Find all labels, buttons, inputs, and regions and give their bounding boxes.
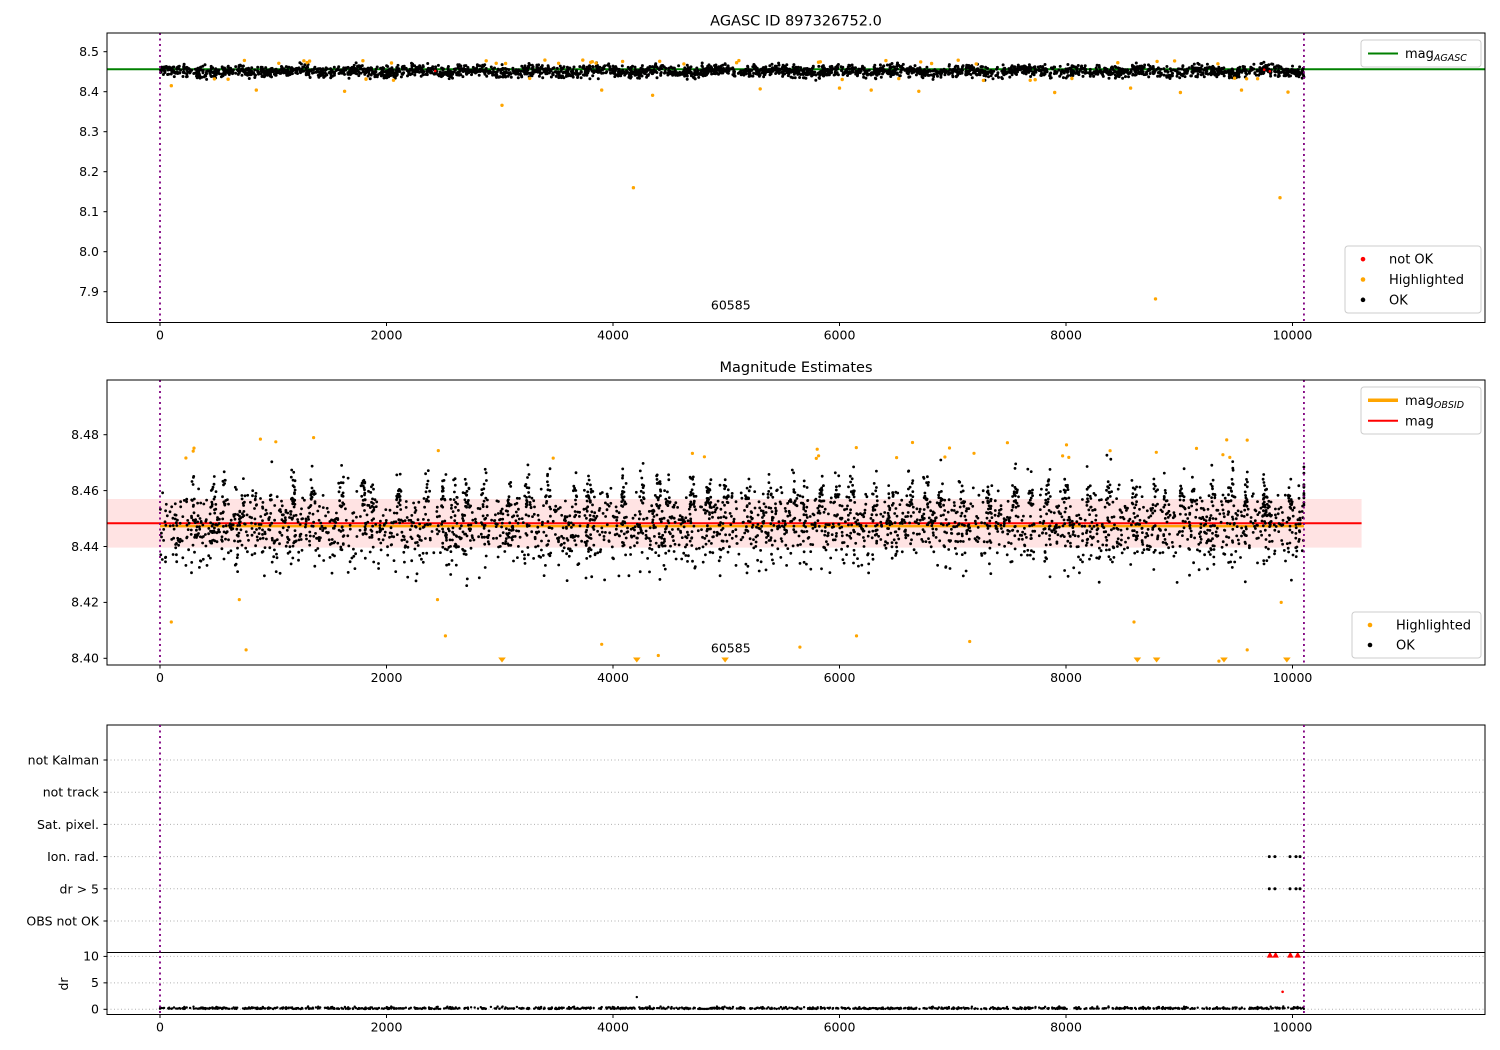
legend-dot-sample (1360, 277, 1366, 282)
legend-box: magAGASC (1360, 39, 1482, 68)
y-tick-label: 8.44 (71, 539, 99, 554)
plot-title: AGASC ID 897326752.0 (710, 14, 882, 30)
y-tick-label: 8.40 (71, 651, 99, 666)
legend-frame (1360, 39, 1482, 68)
legend-item-label: OK (1396, 639, 1415, 654)
x-tick-label: 8000 (1050, 328, 1082, 343)
y-tick-label: 8.2 (79, 164, 99, 179)
x-tick-label: 6000 (824, 670, 856, 685)
highlighted-clipped-marker (1133, 657, 1142, 663)
dr-tick-label: 10 (83, 949, 99, 964)
y-tick-label: 8.48 (71, 427, 99, 442)
x-tick-label: 2000 (371, 1020, 403, 1035)
category-label: OBS not OK (26, 914, 99, 929)
dr-clipped-high-marker (1294, 951, 1301, 958)
y-tick-label: 8.46 (71, 483, 99, 498)
x-tick-label: 6000 (824, 1020, 856, 1035)
dr-clipped-high-marker (1266, 951, 1274, 958)
category-label: not Kalman (28, 753, 99, 768)
x-tick-label: 8000 (1050, 670, 1082, 685)
x-tick-label: 0 (156, 328, 164, 343)
legend-item-label: OK (1389, 293, 1408, 308)
x-tick-label: 0 (156, 670, 164, 685)
x-tick-label: 10000 (1273, 328, 1313, 343)
legend-item-label: magOBSID (1405, 394, 1464, 411)
y-tick-label: 8.4 (79, 84, 99, 99)
y-tick-label: 7.9 (79, 284, 99, 299)
x-tick-label: 8000 (1050, 1020, 1082, 1035)
legend-item-label: not OK (1389, 253, 1434, 268)
legend-box: not OK Highlighted OK (1344, 245, 1482, 314)
legend-dot-sample (1367, 622, 1373, 628)
dr-clipped-high-marker (1287, 951, 1294, 958)
highlighted-scatter (169, 436, 1283, 663)
legend-item-label: mag (1405, 414, 1434, 429)
legend-frame (1344, 245, 1482, 314)
plot-spines (106, 952, 1486, 1015)
category-label: Sat. pixel. (37, 817, 99, 832)
category-label: Ion. rad. (47, 849, 99, 864)
x-tick-label: 0 (156, 1020, 164, 1035)
plot-spines (106, 379, 1486, 666)
x-tick-label: 2000 (371, 670, 403, 685)
legend-frame (1351, 611, 1482, 659)
dr-axis-label: dr (56, 977, 71, 991)
not-ok-scatter (433, 68, 1272, 73)
highlighted-clipped-marker (1152, 657, 1161, 663)
category-label: not track (43, 785, 100, 800)
x-tick-label: 4000 (597, 670, 629, 685)
plot-spines (106, 32, 1486, 323)
x-tick-label: 6000 (824, 328, 856, 343)
dr-tick-label: 0 (91, 1002, 99, 1017)
legend-dot-sample (1367, 642, 1373, 648)
flags-plot: not Kalman not track Sat. pixel. Ion. rad. d… (26, 724, 1486, 953)
agasc-magnitude-plot: 60585 0 2000 4000 6000 8000 10000 7.9 8.0 8.1 8.2 8… (79, 14, 1486, 343)
x-tick-label: 10000 (1273, 670, 1313, 685)
dr-plot: 0 5 10 0 2000 4000 6000 8000 10000 dr (56, 725, 1486, 1035)
obsid-annotation: 60585 (711, 298, 751, 313)
legend-dot-sample (1360, 297, 1366, 303)
highlighted-clipped-marker (721, 657, 729, 663)
obsid-annotation: 60585 (711, 641, 751, 656)
dr-ok-scatter (158, 995, 1306, 1011)
highlighted-clipped-marker (632, 657, 641, 663)
x-tick-label: 4000 (597, 328, 629, 343)
legend-box: magOBSID mag (1360, 386, 1482, 435)
plot-title: Magnitude Estimates (719, 360, 872, 376)
legend-box: Highlighted OK (1351, 611, 1482, 659)
x-tick-label: 4000 (597, 1020, 629, 1035)
magnitude-estimates-plot: 60585 0 2000 4000 6000 8000 10000 8.40 8.42 8.44 8… (71, 360, 1486, 685)
y-tick-label: 8.42 (71, 595, 99, 610)
ok-scatter (159, 453, 1306, 587)
y-tick-label: 8.0 (79, 244, 99, 259)
highlighted-scatter (169, 58, 1290, 301)
dr-tick-label: 5 (91, 975, 99, 990)
highlighted-clipped-marker (498, 657, 506, 663)
legend-item-label: Highlighted (1389, 273, 1464, 288)
legend-dot-sample (1360, 256, 1366, 262)
x-tick-label: 2000 (371, 328, 403, 343)
ok-scatter (159, 60, 1306, 82)
y-tick-label: 8.5 (79, 44, 99, 59)
y-tick-label: 8.3 (79, 124, 99, 139)
dr-clipped-high-marker (1272, 951, 1279, 958)
legend-item-label: magAGASC (1405, 47, 1467, 64)
plot-spines (106, 724, 1486, 953)
highlighted-clipped-marker (1283, 657, 1291, 663)
category-label: dr > 5 (60, 881, 99, 896)
x-tick-label: 10000 (1273, 1020, 1313, 1035)
highlighted-clipped-marker (1220, 657, 1228, 663)
legend-item-label: Highlighted (1396, 619, 1471, 634)
y-tick-label: 8.1 (79, 204, 99, 219)
